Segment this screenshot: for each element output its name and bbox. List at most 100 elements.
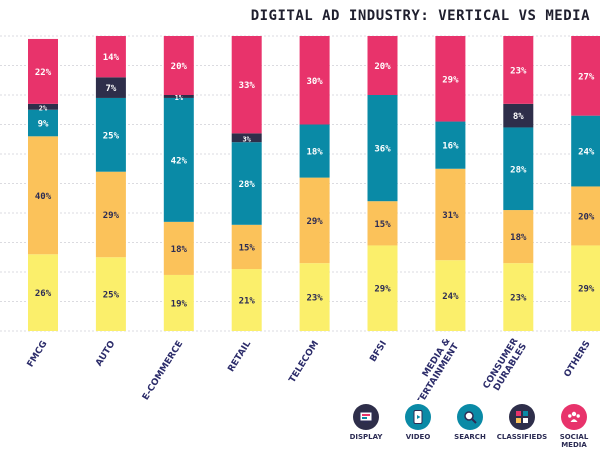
- bar-video: [231, 224, 262, 270]
- data-label: 16%: [442, 142, 459, 152]
- bar-search: [435, 121, 466, 169]
- bar-video: [503, 210, 534, 264]
- category-label: OTHERS: [563, 339, 593, 379]
- social-media-icon: [561, 404, 587, 430]
- bar-video: [95, 171, 126, 258]
- data-label: 25%: [103, 291, 120, 301]
- category-label: BFSI: [368, 339, 389, 364]
- data-label: 19%: [171, 299, 188, 309]
- data-label: 15%: [239, 243, 256, 253]
- bar-video: [163, 221, 194, 275]
- data-label: 2%: [39, 104, 48, 112]
- data-label: 22%: [35, 68, 52, 78]
- legend-item-display: DISPLAY: [340, 404, 392, 441]
- data-label: 24%: [578, 148, 595, 158]
- data-label: 29%: [103, 211, 120, 221]
- data-label: 27%: [578, 72, 595, 82]
- bar-display: [435, 260, 466, 331]
- data-label: 8%: [513, 112, 524, 122]
- data-label: 29%: [578, 285, 595, 295]
- data-label: 25%: [103, 131, 120, 141]
- bar-display: [367, 245, 398, 331]
- display-icon: [353, 404, 379, 430]
- bar-social: [231, 36, 262, 134]
- data-label: 36%: [374, 145, 391, 155]
- legend-item-search: SEARCH: [444, 404, 496, 441]
- bar-social: [435, 36, 466, 122]
- data-label: 7%: [105, 84, 116, 94]
- video-icon: [405, 404, 431, 430]
- data-label: 29%: [442, 75, 459, 85]
- category-label: AUTO: [94, 339, 117, 368]
- data-label: 18%: [306, 148, 323, 158]
- bar-search: [299, 124, 330, 178]
- data-label: 14%: [103, 53, 120, 63]
- legend-label: SOCIAL MEDIA: [559, 433, 589, 449]
- bar-social: [571, 36, 600, 116]
- bar-display: [231, 269, 262, 331]
- legend-label: VIDEO: [405, 433, 431, 441]
- bar-social: [367, 36, 398, 95]
- category-label: MEDIA &ENTERTAINMENT: [399, 336, 461, 400]
- bar-social: [503, 36, 534, 104]
- data-label: 20%: [578, 212, 595, 222]
- data-label: 26%: [35, 289, 52, 299]
- bar-display: [571, 245, 600, 331]
- bar-video: [435, 168, 466, 261]
- legend-label: DISPLAY: [349, 433, 383, 441]
- bar-display: [28, 254, 58, 331]
- legend-item-classifieds: CLASSIFIEDS: [496, 404, 548, 441]
- data-label: 29%: [374, 285, 391, 295]
- data-label: 28%: [239, 180, 256, 190]
- data-label: 31%: [442, 211, 459, 221]
- bar-classifieds: [28, 103, 58, 110]
- data-label: 40%: [35, 192, 52, 202]
- data-label: 30%: [306, 77, 323, 87]
- legend-item-video: VIDEO: [392, 404, 444, 441]
- data-label: 23%: [510, 66, 527, 76]
- bar-search: [231, 142, 262, 225]
- bar-display: [503, 263, 534, 331]
- data-label: 21%: [239, 297, 256, 307]
- data-label: 28%: [510, 165, 527, 175]
- bar-social: [95, 36, 126, 78]
- bar-video: [299, 177, 330, 264]
- data-label: 42%: [171, 156, 188, 166]
- bar-display: [95, 257, 126, 331]
- data-label: 3%: [242, 135, 251, 143]
- data-label: 15%: [374, 220, 391, 230]
- bar-video: [28, 136, 58, 255]
- bar-video: [367, 201, 398, 246]
- bar-social: [299, 36, 330, 125]
- search-icon: [457, 404, 483, 430]
- data-label: 33%: [239, 81, 256, 91]
- chart-title: DIGITAL AD INDUSTRY: VERTICAL VS MEDIA: [250, 8, 590, 24]
- bar-classifieds: [503, 103, 534, 128]
- data-label: 1%: [175, 94, 184, 102]
- bar-search: [367, 95, 398, 202]
- legend-item-social: SOCIAL MEDIA: [548, 404, 600, 449]
- bar-social: [28, 38, 58, 104]
- bar-search: [95, 97, 126, 172]
- data-label: 18%: [171, 245, 188, 255]
- bar-social: [163, 36, 194, 95]
- stacked-bar-chart: 26% 40% 9% 2% 22% FMCG 25% 29% 25% 7% 14% AUTO 19% 18…: [0, 35, 600, 400]
- bar-classifieds: [95, 77, 126, 98]
- data-label: 20%: [171, 62, 188, 72]
- data-label: 29%: [306, 217, 323, 227]
- classifieds-icon: [509, 404, 535, 430]
- legend-label: SEARCH: [454, 433, 486, 441]
- data-label: 23%: [510, 294, 527, 304]
- bar-display: [163, 274, 194, 331]
- bar-classifieds: [163, 95, 194, 98]
- legend-label: CLASSIFIEDS: [496, 433, 548, 441]
- data-label: 18%: [510, 233, 527, 243]
- bar-search: [163, 97, 194, 222]
- data-label: 20%: [374, 62, 391, 72]
- bar-search: [503, 127, 534, 211]
- data-label: 9%: [38, 120, 49, 130]
- category-label: TELECOM: [288, 339, 322, 385]
- bar-classifieds: [231, 133, 262, 143]
- bar-display: [299, 263, 330, 331]
- bar-video: [571, 186, 600, 246]
